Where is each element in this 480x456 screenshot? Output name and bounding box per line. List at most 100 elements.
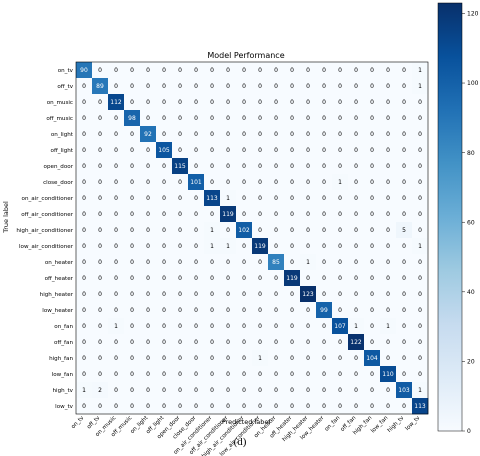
heatmap-cell bbox=[284, 206, 301, 223]
cell-value: 0 bbox=[194, 163, 198, 170]
cell-value: 0 bbox=[162, 67, 166, 74]
heatmap-cell bbox=[332, 174, 349, 191]
cell-value: 0 bbox=[322, 259, 326, 266]
heatmap-cell bbox=[284, 318, 301, 335]
heatmap-cell bbox=[252, 222, 269, 239]
heatmap-cell bbox=[140, 78, 157, 95]
cell-value: 0 bbox=[354, 387, 358, 394]
cell-value: 90 bbox=[80, 67, 88, 74]
heatmap-cell bbox=[172, 254, 189, 271]
cell-value: 0 bbox=[386, 355, 390, 362]
plot-frame bbox=[75, 61, 429, 415]
heatmap-cell bbox=[76, 158, 93, 175]
cell-value: 0 bbox=[258, 67, 262, 74]
cell-value: 0 bbox=[98, 147, 102, 154]
heatmap-cell bbox=[300, 334, 317, 351]
heatmap-cell bbox=[204, 398, 221, 415]
heatmap-cell bbox=[396, 382, 413, 399]
heatmap-cell bbox=[76, 94, 93, 111]
cell-value: 0 bbox=[258, 163, 262, 170]
cell-value: 0 bbox=[114, 355, 118, 362]
cell-value: 0 bbox=[258, 323, 262, 330]
cell-value: 1 bbox=[258, 355, 262, 362]
cell-value: 0 bbox=[130, 163, 134, 170]
cell-value: 0 bbox=[354, 291, 358, 298]
cell-value: 0 bbox=[338, 83, 342, 90]
cell-value: 0 bbox=[226, 355, 230, 362]
heatmap-cell bbox=[268, 286, 285, 303]
cell-value: 0 bbox=[418, 163, 422, 170]
heatmap-cell bbox=[332, 110, 349, 127]
cell-value: 0 bbox=[306, 307, 310, 314]
heatmap-cell bbox=[204, 110, 221, 127]
heatmap-cell bbox=[76, 126, 93, 143]
heatmap-cell bbox=[92, 110, 109, 127]
cell-value: 0 bbox=[354, 211, 358, 218]
cell-value: 0 bbox=[418, 371, 422, 378]
heatmap-cell bbox=[76, 222, 93, 239]
cell-value: 0 bbox=[338, 307, 342, 314]
heatmap-cell bbox=[92, 62, 109, 79]
heatmap-cell bbox=[140, 142, 157, 159]
colorbar-tick-label: 60 bbox=[467, 219, 475, 226]
y-tick-label: low_heater bbox=[42, 308, 73, 314]
heatmap-cell bbox=[188, 350, 205, 367]
cell-value: 101 bbox=[190, 179, 202, 186]
heatmap-cell bbox=[108, 158, 125, 175]
heatmap-cell bbox=[300, 254, 317, 271]
heatmap-cell bbox=[204, 142, 221, 159]
heatmap-cell bbox=[268, 398, 285, 415]
cell-value: 0 bbox=[162, 99, 166, 106]
cell-value: 0 bbox=[386, 131, 390, 138]
cell-value: 0 bbox=[322, 211, 326, 218]
cell-value: 0 bbox=[130, 179, 134, 186]
heatmap-cell bbox=[220, 94, 237, 111]
cell-value: 0 bbox=[178, 243, 182, 250]
cell-value: 0 bbox=[386, 67, 390, 74]
cell-value: 0 bbox=[258, 307, 262, 314]
heatmap-cell bbox=[284, 94, 301, 111]
cell-value: 0 bbox=[82, 243, 86, 250]
cell-value: 0 bbox=[130, 275, 134, 282]
cell-value: 0 bbox=[146, 403, 150, 410]
heatmap-cell bbox=[172, 398, 189, 415]
cell-value: 0 bbox=[114, 67, 118, 74]
heatmap-cell bbox=[92, 382, 109, 399]
cell-value: 0 bbox=[130, 131, 134, 138]
cell-value: 0 bbox=[386, 147, 390, 154]
heatmap-cell bbox=[76, 206, 93, 223]
cell-value: 0 bbox=[402, 371, 406, 378]
heatmap-cell bbox=[268, 270, 285, 287]
heatmap-cell bbox=[92, 206, 109, 223]
heatmap-cell bbox=[204, 286, 221, 303]
cell-value: 0 bbox=[146, 323, 150, 330]
cell-value: 0 bbox=[82, 355, 86, 362]
heatmap-cell bbox=[412, 158, 429, 175]
cell-value: 0 bbox=[210, 387, 214, 394]
cell-value: 0 bbox=[402, 163, 406, 170]
heatmap-cell bbox=[92, 254, 109, 271]
cell-value: 0 bbox=[98, 131, 102, 138]
heatmap-cell bbox=[380, 62, 397, 79]
cell-value: 0 bbox=[306, 115, 310, 122]
heatmap-cell bbox=[396, 318, 413, 335]
cell-value: 0 bbox=[258, 339, 262, 346]
heatmap-cell bbox=[284, 190, 301, 207]
cell-value: 0 bbox=[82, 195, 86, 202]
cell-value: 0 bbox=[258, 387, 262, 394]
cell-value: 0 bbox=[242, 339, 246, 346]
heatmap-cell bbox=[332, 286, 349, 303]
heatmap-cell bbox=[220, 382, 237, 399]
heatmap-cell bbox=[140, 222, 157, 239]
heatmap-cell bbox=[364, 78, 381, 95]
heatmap-cell bbox=[188, 398, 205, 415]
cell-value: 0 bbox=[274, 195, 278, 202]
cell-value: 0 bbox=[402, 243, 406, 250]
colorbar-gradient bbox=[437, 2, 463, 432]
cell-value: 0 bbox=[130, 323, 134, 330]
cell-value: 0 bbox=[98, 307, 102, 314]
cell-value: 0 bbox=[322, 115, 326, 122]
heatmap-cell bbox=[204, 158, 221, 175]
cell-value: 0 bbox=[114, 371, 118, 378]
heatmap-cell bbox=[348, 254, 365, 271]
